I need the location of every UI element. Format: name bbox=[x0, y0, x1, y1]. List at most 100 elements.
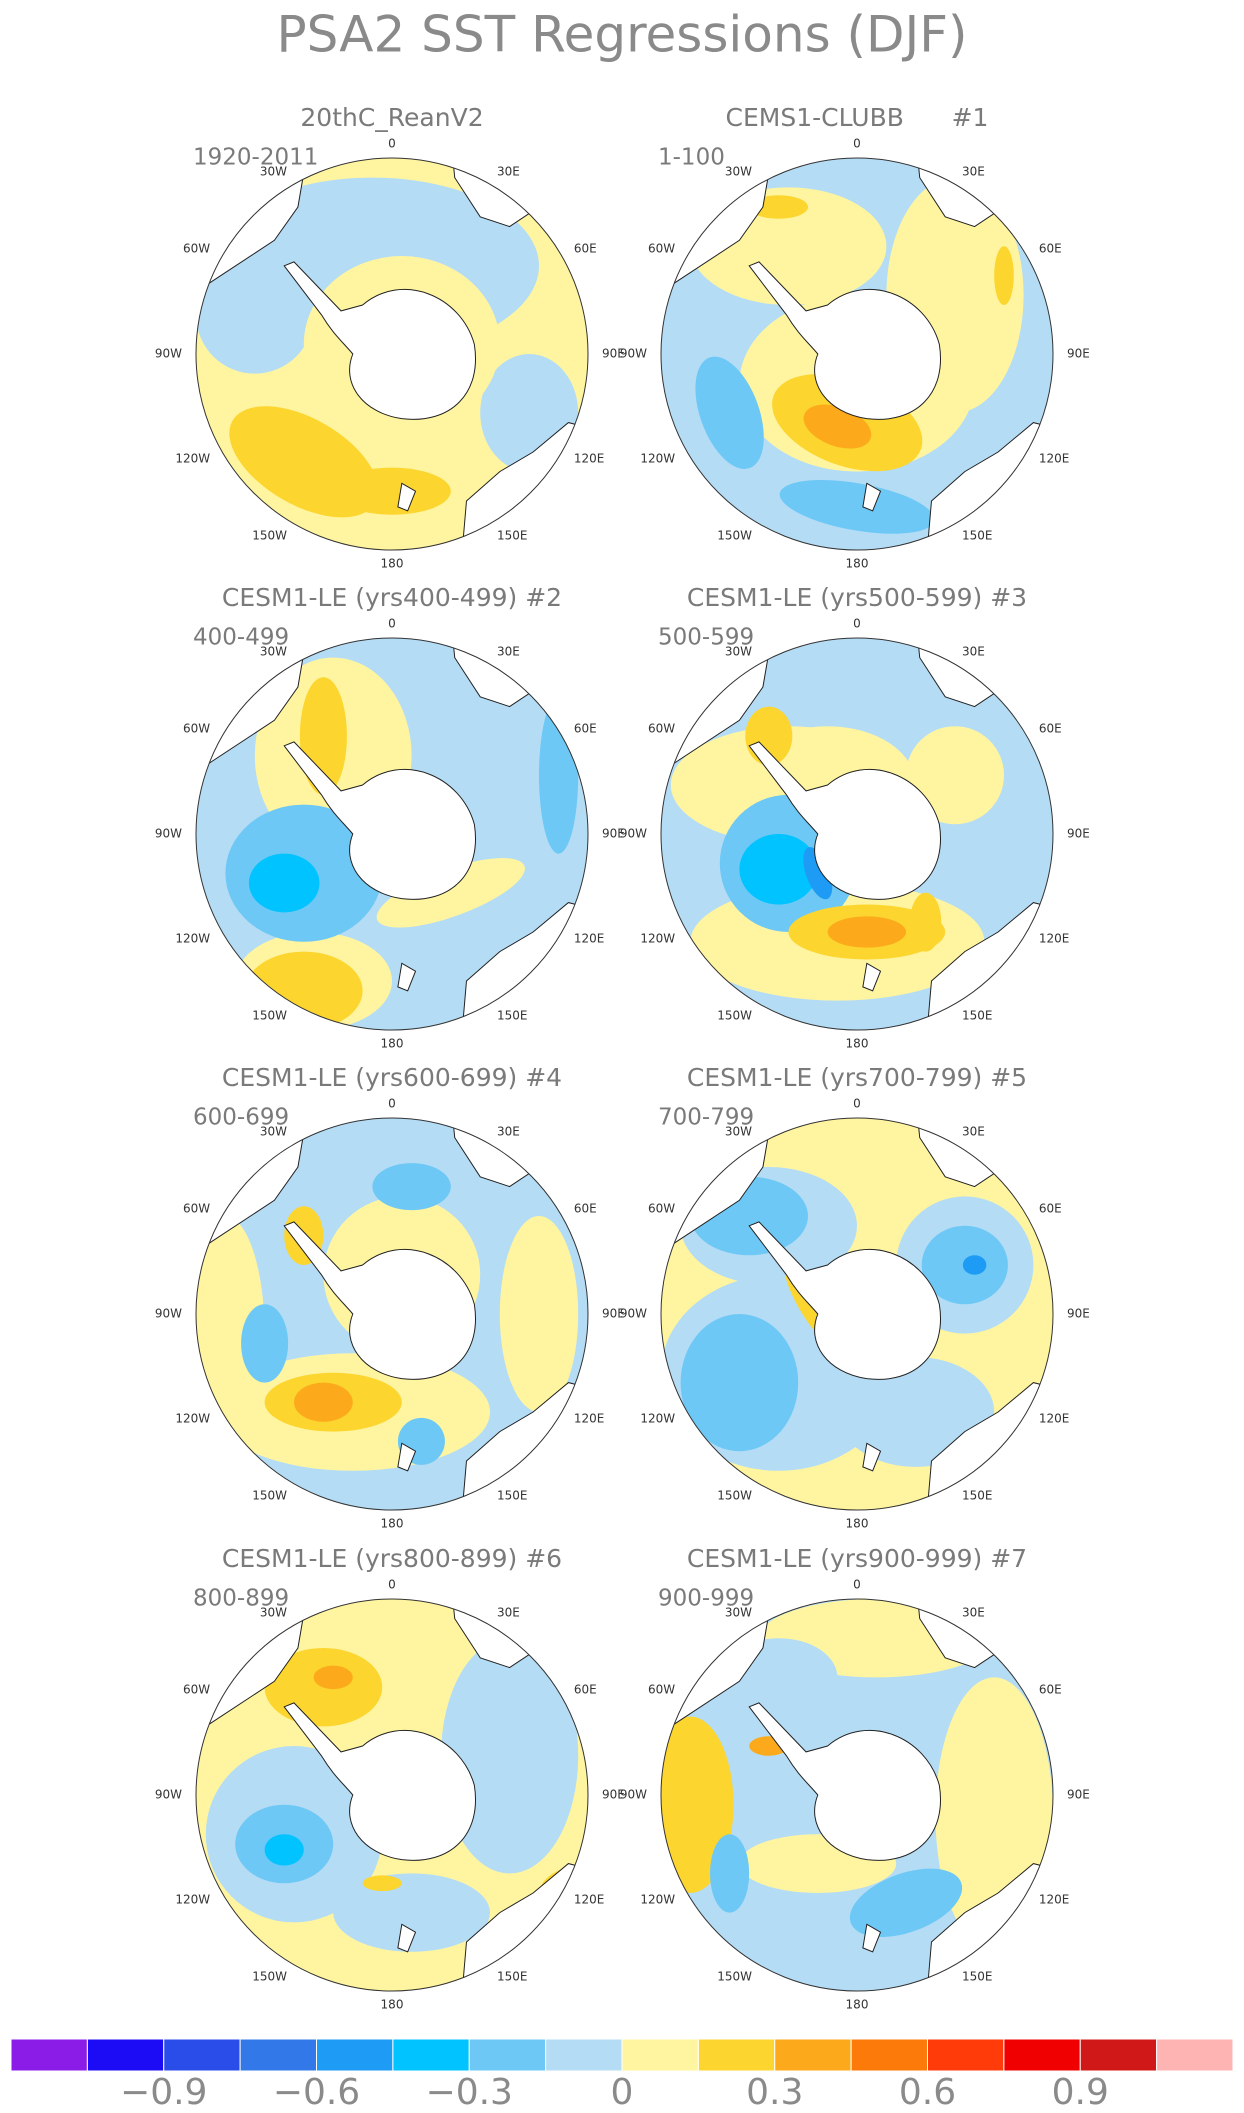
longitude-label: 150E bbox=[962, 1488, 993, 1502]
longitude-label: 150E bbox=[497, 1488, 528, 1502]
colorbar-swatch bbox=[774, 2038, 852, 2072]
panel-subtitle: 1920-2011 bbox=[193, 145, 318, 171]
longitude-label: 90W bbox=[155, 827, 182, 841]
longitude-label: 60W bbox=[648, 722, 675, 736]
longitude-label: 120W bbox=[640, 932, 675, 946]
landmass bbox=[863, 1924, 881, 1951]
colorbar-swatch bbox=[697, 2038, 776, 2072]
map-border bbox=[660, 1598, 1054, 1992]
sst-anomaly-region bbox=[313, 1665, 353, 1690]
longitude-label: 60W bbox=[183, 1202, 210, 1216]
longitude-label: 30E bbox=[962, 1125, 985, 1139]
landmass bbox=[284, 1703, 475, 1861]
sst-anomaly-region bbox=[680, 1314, 799, 1452]
landmass bbox=[398, 483, 416, 510]
colorbar-swatch bbox=[239, 2038, 317, 2072]
landmass bbox=[284, 262, 475, 420]
longitude-label: 90W bbox=[620, 347, 647, 361]
longitude-label: 0 bbox=[853, 1097, 861, 1111]
sst-anomaly-region bbox=[248, 853, 320, 913]
landmass bbox=[749, 262, 940, 420]
longitude-label: 120E bbox=[1039, 1412, 1070, 1426]
longitude-label: 30W bbox=[260, 1125, 287, 1139]
sst-anomaly-region bbox=[837, 1357, 995, 1467]
sst-anomaly-region bbox=[739, 834, 818, 905]
colorbar-swatch bbox=[927, 2038, 1005, 2072]
longitude-label: 30W bbox=[725, 1125, 752, 1139]
longitude-label: 150W bbox=[252, 1969, 287, 1983]
longitude-label: 120W bbox=[640, 1412, 675, 1426]
longitude-label: 120W bbox=[640, 1893, 675, 1907]
sst-anomaly-region bbox=[294, 1382, 353, 1422]
landmass bbox=[863, 963, 881, 990]
longitude-label: 0 bbox=[388, 137, 396, 151]
sst-anomaly-region bbox=[779, 480, 935, 534]
longitude-label: 60W bbox=[648, 1683, 675, 1697]
longitude-label: 180 bbox=[381, 557, 404, 571]
map-border bbox=[660, 637, 1054, 1031]
colorbar-tick-label: 0 bbox=[611, 2072, 634, 2113]
longitude-label: 30E bbox=[497, 1606, 520, 1620]
longitude-label: 30W bbox=[725, 645, 752, 659]
landmass bbox=[284, 742, 475, 900]
landmass bbox=[749, 1703, 940, 1861]
longitude-label: 0 bbox=[853, 617, 861, 631]
longitude-label: 60E bbox=[574, 242, 597, 256]
landmass bbox=[863, 1443, 881, 1470]
longitude-label: 150E bbox=[962, 1008, 993, 1022]
longitude-label: 90E bbox=[602, 347, 625, 361]
colorbar-tick-label: 0.6 bbox=[899, 2072, 956, 2113]
colorbar-swatch bbox=[86, 2038, 165, 2072]
sst-anomaly-region bbox=[196, 256, 314, 374]
longitude-label: 60E bbox=[1039, 722, 1062, 736]
longitude-label: 30E bbox=[962, 165, 985, 179]
longitude-label: 150E bbox=[497, 528, 528, 542]
panel-title: CESM1-LE (yrs600-699) #4 bbox=[222, 1063, 562, 1092]
colorbar-swatch bbox=[10, 2038, 88, 2072]
map-border bbox=[195, 157, 589, 551]
longitude-label: 90W bbox=[155, 1788, 182, 1802]
sst-anomaly-region bbox=[539, 696, 579, 854]
colorbar-swatch bbox=[1079, 2038, 1158, 2072]
longitude-label: 120W bbox=[640, 452, 675, 466]
longitude-label: 30E bbox=[497, 645, 520, 659]
landmass bbox=[398, 1443, 416, 1470]
longitude-label: 90W bbox=[155, 1307, 182, 1321]
sst-anomaly-region bbox=[499, 1216, 579, 1412]
longitude-label: 180 bbox=[381, 1517, 404, 1531]
colorbar-tick-label: −0.9 bbox=[120, 2072, 207, 2113]
longitude-label: 0 bbox=[388, 1578, 396, 1592]
longitude-label: 120E bbox=[1039, 932, 1070, 946]
longitude-label: 90E bbox=[602, 1788, 625, 1802]
panel-title: CESM1-LE (yrs700-799) #5 bbox=[687, 1063, 1027, 1092]
colorbar-swatch bbox=[1003, 2038, 1081, 2072]
sst-anomaly-region bbox=[909, 892, 942, 952]
longitude-label: 120W bbox=[175, 932, 210, 946]
colorbar-tick-label: −0.6 bbox=[273, 2072, 360, 2113]
sst-anomaly-region bbox=[362, 1875, 402, 1892]
sst-anomaly-region bbox=[333, 1873, 490, 1952]
colorbar-tick-label: −0.3 bbox=[426, 2072, 513, 2113]
longitude-label: 60E bbox=[1039, 242, 1062, 256]
map-border bbox=[195, 1117, 589, 1511]
polar-map bbox=[196, 638, 588, 1030]
longitude-label: 30E bbox=[962, 645, 985, 659]
longitude-label: 180 bbox=[381, 1998, 404, 2012]
longitude-label: 60W bbox=[648, 242, 675, 256]
map-border bbox=[195, 1598, 589, 1992]
longitude-label: 30W bbox=[260, 1606, 287, 1620]
sst-anomaly-region bbox=[962, 1255, 987, 1275]
figure-title: PSA2 SST Regressions (DJF) bbox=[276, 6, 967, 64]
colorbar-swatch bbox=[468, 2038, 547, 2072]
colorbar-swatch bbox=[163, 2038, 241, 2072]
longitude-label: 90W bbox=[620, 1788, 647, 1802]
longitude-label: 60E bbox=[574, 1202, 597, 1216]
longitude-label: 60E bbox=[574, 722, 597, 736]
longitude-label: 150W bbox=[252, 1488, 287, 1502]
longitude-label: 150W bbox=[717, 528, 752, 542]
longitude-label: 120E bbox=[574, 1893, 605, 1907]
longitude-label: 0 bbox=[388, 1097, 396, 1111]
sst-anomaly-region bbox=[241, 1304, 289, 1383]
longitude-label: 60W bbox=[648, 1202, 675, 1216]
panel-title: CEMS1-CLUBB #1 bbox=[726, 103, 989, 132]
